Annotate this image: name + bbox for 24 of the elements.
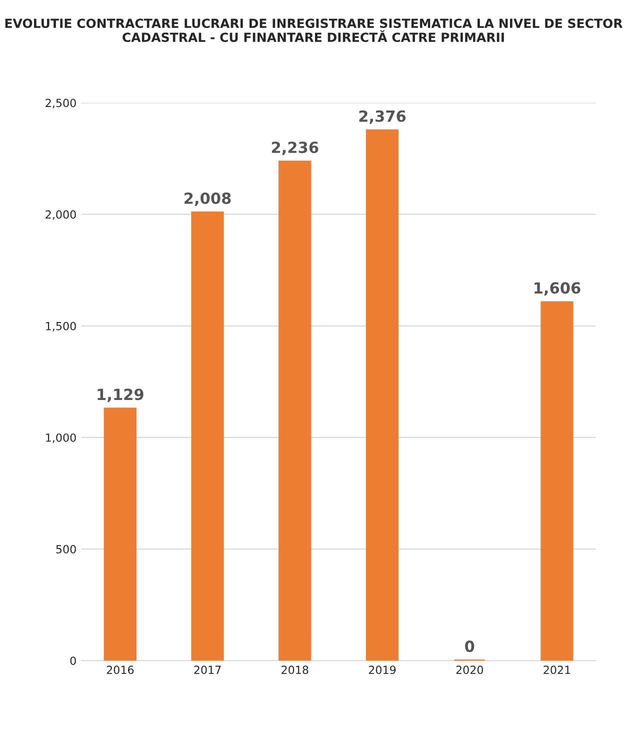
data-label: 0: [465, 640, 474, 652]
data-label: 2,376: [359, 110, 406, 124]
data-label: 1,129: [98, 388, 144, 402]
y-tick-label: 2,500: [46, 98, 76, 108]
x-tick-label: 2017: [194, 666, 221, 674]
y-tick-label: 0: [70, 656, 76, 665]
data-label: 1,606: [534, 282, 580, 296]
x-tick-label: 2018: [282, 666, 308, 674]
bar: [366, 129, 399, 661]
data-label: 2,236: [272, 142, 318, 156]
bar: [278, 160, 312, 661]
x-tick-label: 2020: [456, 666, 484, 674]
y-tick-label: 2,000: [46, 210, 76, 220]
bar: [104, 408, 137, 661]
x-tick-label: 2016: [106, 666, 134, 674]
y-tick-label: 1,500: [46, 322, 76, 332]
x-tick-label: 2021: [544, 666, 570, 674]
data-label: 2,008: [184, 192, 231, 206]
x-tick-label: 2019: [368, 666, 396, 674]
bar: [191, 212, 224, 661]
y-tick-label: 1,000: [46, 433, 76, 443]
bar: [540, 301, 574, 661]
y-tick-label: 500: [56, 545, 76, 554]
chart-title: EVOLUTIE CONTRACTARE LUCRARI DE INREGISTRARE SISTEMATICA LA NIVEL DE SECTOR CADASTRAL - CU FINANTARE DIRECTĂ CATRE PRIMARII: [5, 18, 623, 42]
